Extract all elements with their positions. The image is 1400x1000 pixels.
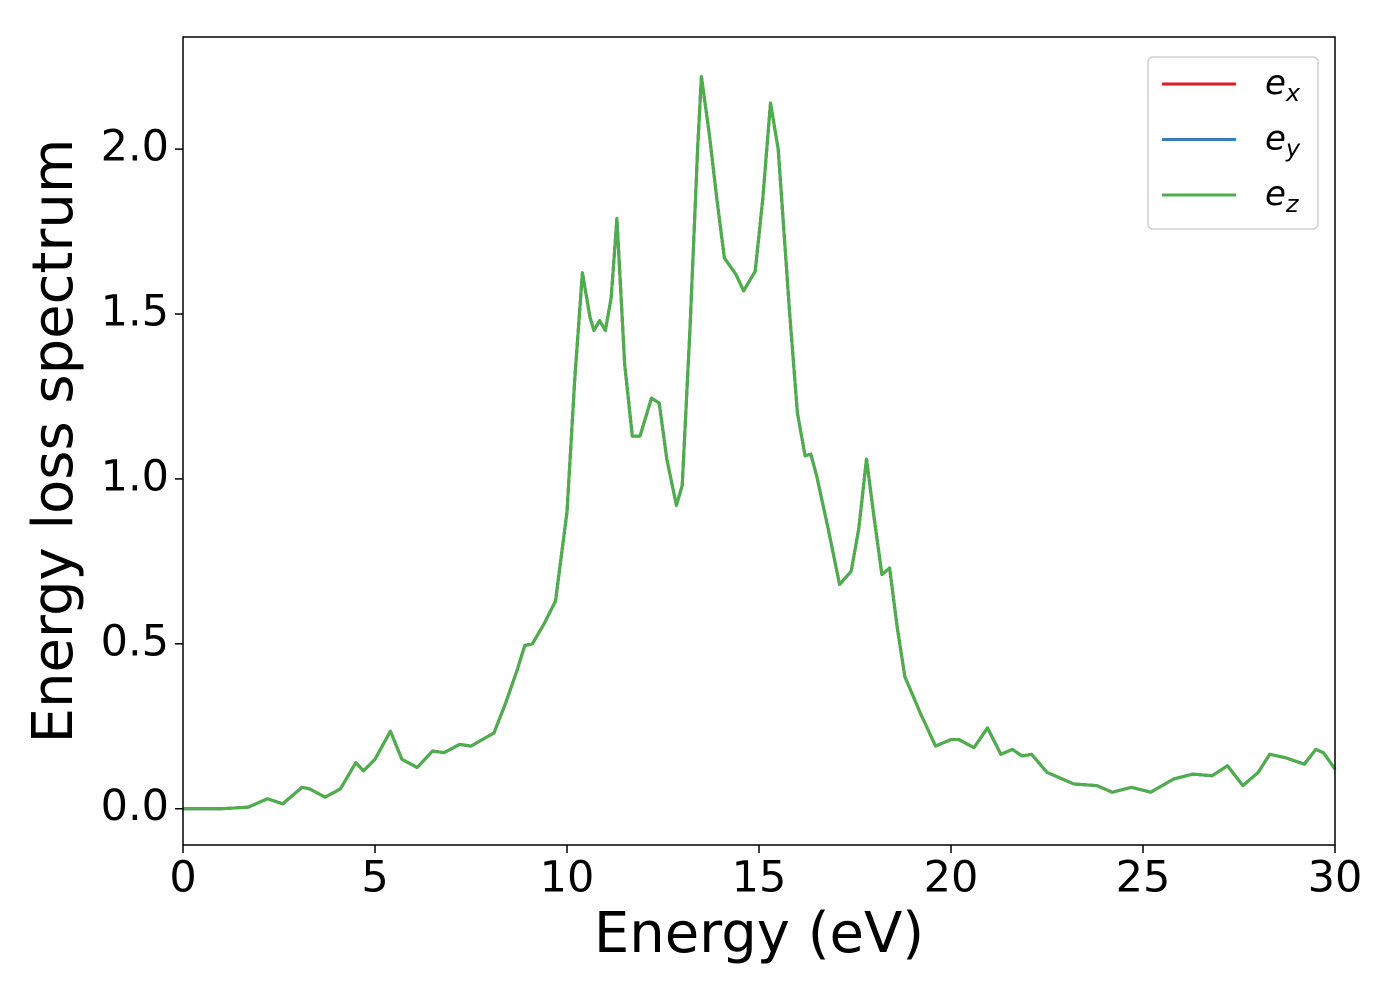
y-tick-label: 2.0 <box>101 122 169 172</box>
series-line <box>183 75 1337 811</box>
y-tick-label: 1.5 <box>101 287 169 337</box>
y-tick-label: 1.0 <box>101 451 169 501</box>
x-tick-label: 15 <box>732 853 787 903</box>
legend-label: ex <box>1265 63 1301 108</box>
plot-frame <box>182 36 1336 846</box>
x-axis-label: Energy (eV) <box>594 901 924 966</box>
y-tick-label: 0.5 <box>101 616 169 666</box>
x-tick-label: 20 <box>924 853 979 903</box>
y-axis-label: Energy loss spectrum <box>21 139 86 744</box>
x-tick-label: 10 <box>540 853 595 903</box>
y-tick-label: 0.0 <box>101 781 169 831</box>
x-tick-label: 30 <box>1308 853 1363 903</box>
x-tick-label: 0 <box>169 853 196 903</box>
x-tick-label: 5 <box>361 853 388 903</box>
legend-label: ey <box>1265 118 1301 163</box>
legend-box <box>1147 56 1319 230</box>
legend-label: ez <box>1265 174 1300 219</box>
x-tick-label: 25 <box>1116 853 1171 903</box>
